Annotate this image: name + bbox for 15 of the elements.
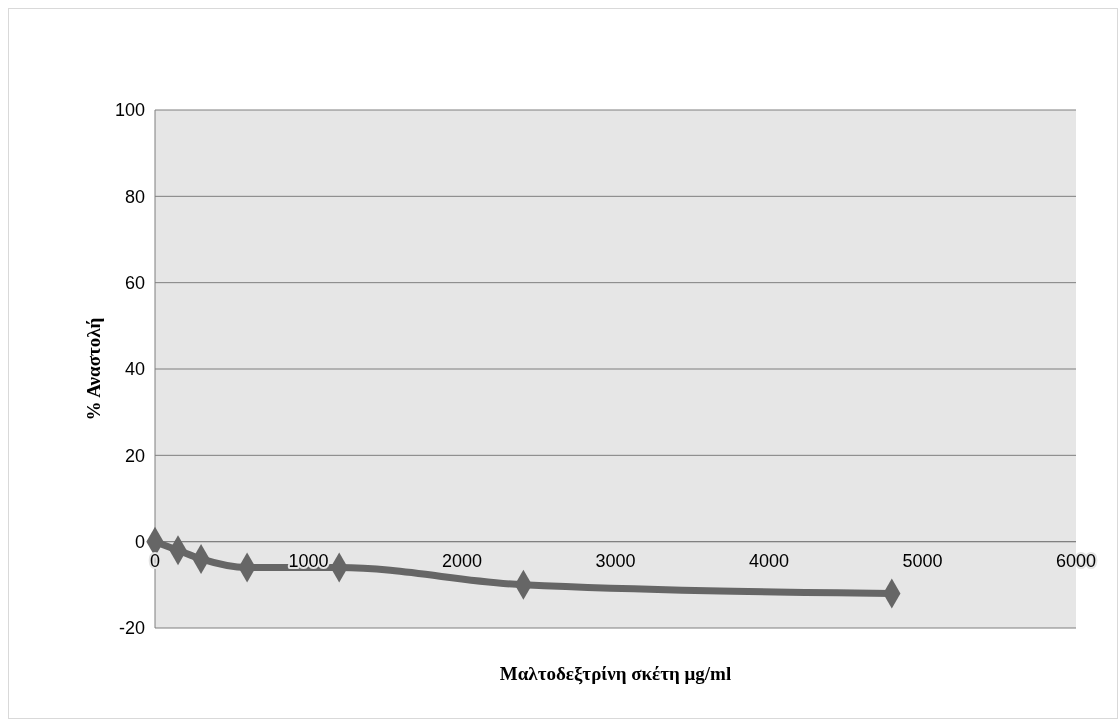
y-tick-label: -20 bbox=[118, 618, 145, 639]
y-axis-title: % Αναστολή bbox=[83, 317, 104, 421]
y-tick-label: 0 bbox=[134, 531, 145, 552]
x-tick-label: 5000 bbox=[902, 551, 943, 572]
x-tick-label: 6000 bbox=[1055, 551, 1097, 572]
y-tick-label: 20 bbox=[124, 445, 145, 466]
x-tick-label: 2000 bbox=[441, 551, 483, 572]
x-tick-label: 3000 bbox=[595, 551, 636, 572]
y-tick-label: 40 bbox=[124, 359, 145, 380]
x-axis-title: Μαλτοδεξτρίνη σκέτη μg/ml bbox=[499, 663, 732, 685]
y-tick-label: 60 bbox=[124, 272, 145, 293]
x-tick-label: 4000 bbox=[748, 551, 790, 572]
y-tick-label: 100 bbox=[114, 100, 145, 121]
x-tick-label: 0 bbox=[149, 551, 161, 572]
y-tick-label: 80 bbox=[124, 186, 145, 207]
